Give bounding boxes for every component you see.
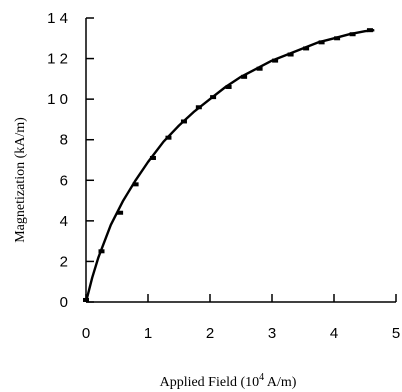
- data-point: [334, 36, 341, 41]
- fit-curve: [84, 29, 375, 303]
- data-point: [195, 105, 202, 110]
- data-point: [83, 297, 89, 302]
- x-tick-label: 0: [82, 325, 90, 342]
- y-tick-label: 1 2: [47, 51, 68, 68]
- data-point: [180, 119, 187, 124]
- data-point: [366, 28, 373, 33]
- y-tick-label: 1 0: [47, 91, 68, 108]
- data-point: [303, 46, 310, 51]
- data-point: [98, 249, 105, 254]
- x-tick-label: 2: [206, 325, 214, 342]
- x-ticks: 0 1 2 3 4 5: [82, 294, 400, 342]
- data-point: [210, 95, 217, 100]
- y-tick-label: 2: [60, 253, 68, 270]
- y-tick-label: 1 4: [47, 10, 68, 27]
- data-point: [349, 32, 356, 37]
- y-tick-label: 4: [60, 213, 68, 230]
- data-point: [117, 210, 124, 215]
- y-tick-label: 0: [60, 294, 68, 311]
- y-tick-label: 8: [60, 132, 68, 149]
- y-axis-title: Magnetization (kA/m): [13, 117, 28, 243]
- axes: [85, 18, 396, 303]
- data-point: [287, 52, 294, 57]
- x-tick-label: 4: [330, 325, 338, 342]
- data-point: [241, 74, 248, 79]
- data-point: [272, 58, 279, 63]
- data-point: [318, 40, 325, 45]
- data-point: [165, 135, 172, 140]
- y-tick-label: 6: [60, 172, 68, 189]
- x-axis-title: Applied Field (104 A/m): [160, 372, 297, 390]
- data-point: [256, 66, 263, 71]
- data-point: [225, 84, 232, 89]
- data-point: [132, 182, 139, 187]
- y-ticks: 0 2 4 6 8 1 0 1 2 1 4: [47, 10, 94, 311]
- plot-area: [83, 28, 375, 303]
- data-point: [149, 155, 156, 160]
- x-tick-label: 1: [144, 325, 152, 342]
- x-tick-label: 5: [392, 325, 400, 342]
- x-tick-label: 3: [268, 325, 276, 342]
